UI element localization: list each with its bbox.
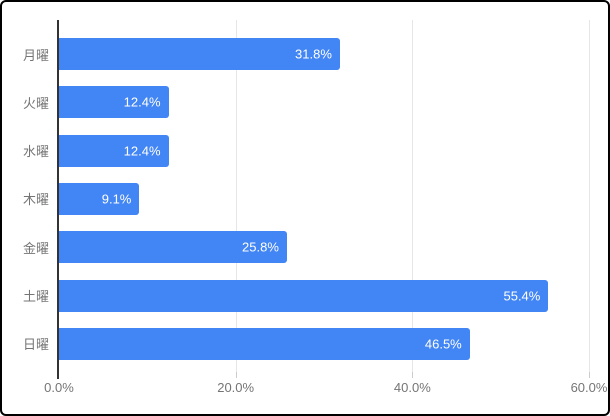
bar-row: 金曜 25.8% xyxy=(2,223,589,271)
x-axis-tick xyxy=(589,372,590,378)
bar-track: 12.4% xyxy=(59,86,589,119)
bar: 12.4% xyxy=(59,134,169,167)
x-axis-tick xyxy=(412,372,414,378)
x-axis-tick xyxy=(235,372,237,378)
y-axis-label: 月曜 xyxy=(22,47,49,63)
bar-value-label: 12.4% xyxy=(123,143,161,159)
plot-area: 0.0% 20.0% 40.0% 60.0% xyxy=(44,20,607,395)
bar-track: 55.4% xyxy=(59,279,589,312)
bar-value-label: 55.4% xyxy=(503,288,541,304)
bar-row: 日曜 46.5% xyxy=(2,320,589,368)
bar-row: 火曜 12.4% xyxy=(2,78,589,126)
bar-row: 水曜 12.4% xyxy=(2,127,589,175)
bar-value-label: 12.4% xyxy=(123,94,161,110)
gridline xyxy=(589,20,590,372)
bar: 31.8% xyxy=(59,38,340,71)
bar-row: 木曜 9.1% xyxy=(2,175,589,223)
bar-track: 9.1% xyxy=(59,182,589,215)
bar: 46.5% xyxy=(59,327,470,360)
x-axis-tick-label: 60.0% xyxy=(570,380,608,395)
y-axis-label: 日曜 xyxy=(22,337,49,353)
bar: 55.4% xyxy=(59,279,549,312)
bar-value-label: 25.8% xyxy=(242,239,279,255)
bar-rows: 月曜 31.8% 火曜 12.4% 水曜 12.4% 木曜 9.1% 金曜 25.8% 土曜 55.4… xyxy=(2,30,589,368)
y-axis-label: 水曜 xyxy=(22,144,49,160)
x-axis-tick-label: 0.0% xyxy=(44,380,74,395)
y-axis-label: 火曜 xyxy=(22,95,49,111)
bar-value-label: 46.5% xyxy=(424,336,462,352)
bar-row: 月曜 31.8% xyxy=(2,30,589,78)
bar-track: 12.4% xyxy=(59,134,589,167)
bar-value-label: 9.1% xyxy=(101,191,132,207)
bar-row: 土曜 55.4% xyxy=(2,271,589,319)
bar: 25.8% xyxy=(59,231,287,264)
bar: 9.1% xyxy=(59,182,140,215)
y-axis-label: 木曜 xyxy=(22,192,49,208)
y-axis-label: 金曜 xyxy=(22,240,49,256)
x-axis-tick-label: 20.0% xyxy=(217,380,255,395)
bar-value-label: 31.8% xyxy=(295,46,332,62)
bar-track: 31.8% xyxy=(59,38,589,71)
bar-track: 25.8% xyxy=(59,231,589,264)
gridline xyxy=(235,20,237,372)
x-axis-tick-label: 40.0% xyxy=(393,380,431,395)
gridline xyxy=(412,20,414,372)
bar-track: 46.5% xyxy=(59,327,589,360)
y-axis-label: 土曜 xyxy=(22,289,49,305)
y-axis-line xyxy=(57,20,59,379)
bar: 12.4% xyxy=(59,86,169,119)
